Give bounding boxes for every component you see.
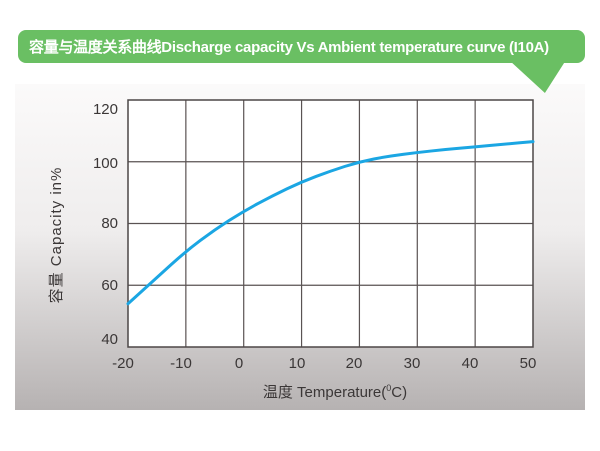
x-tick-label: 50 xyxy=(519,355,537,372)
x-axis-title: 温度 Temperature(0C) xyxy=(220,381,450,402)
plot-border xyxy=(127,99,534,348)
x-axis-title-suffix: C) xyxy=(391,384,408,401)
title-banner: 容量与温度关系曲线Discharge capacity Vs Ambient t… xyxy=(18,30,585,63)
x-tick-label: 10 xyxy=(288,355,306,372)
chart-title: 容量与温度关系曲线Discharge capacity Vs Ambient t… xyxy=(29,39,549,56)
y-tick-label: 100 xyxy=(92,155,118,172)
capacity-curve xyxy=(126,140,535,306)
y-tick-label: 40 xyxy=(101,331,118,348)
x-tick-label: 40 xyxy=(461,355,479,372)
x-axis-title-text: 温度 Temperature( xyxy=(262,384,387,401)
x-tick-label: -20 xyxy=(112,355,134,372)
y-tick-label: 80 xyxy=(101,215,118,232)
y-axis-title: 容量 Capacity in% xyxy=(48,166,65,304)
y-tick-label: 120 xyxy=(92,101,118,118)
x-axis-title-sup: 0 xyxy=(386,383,392,393)
y-tick-label: 60 xyxy=(101,277,118,294)
x-tick-label: -10 xyxy=(170,355,192,372)
x-tick-label: 30 xyxy=(403,355,421,372)
x-tick-label: 20 xyxy=(345,355,363,372)
x-tick-label: 0 xyxy=(234,355,244,372)
